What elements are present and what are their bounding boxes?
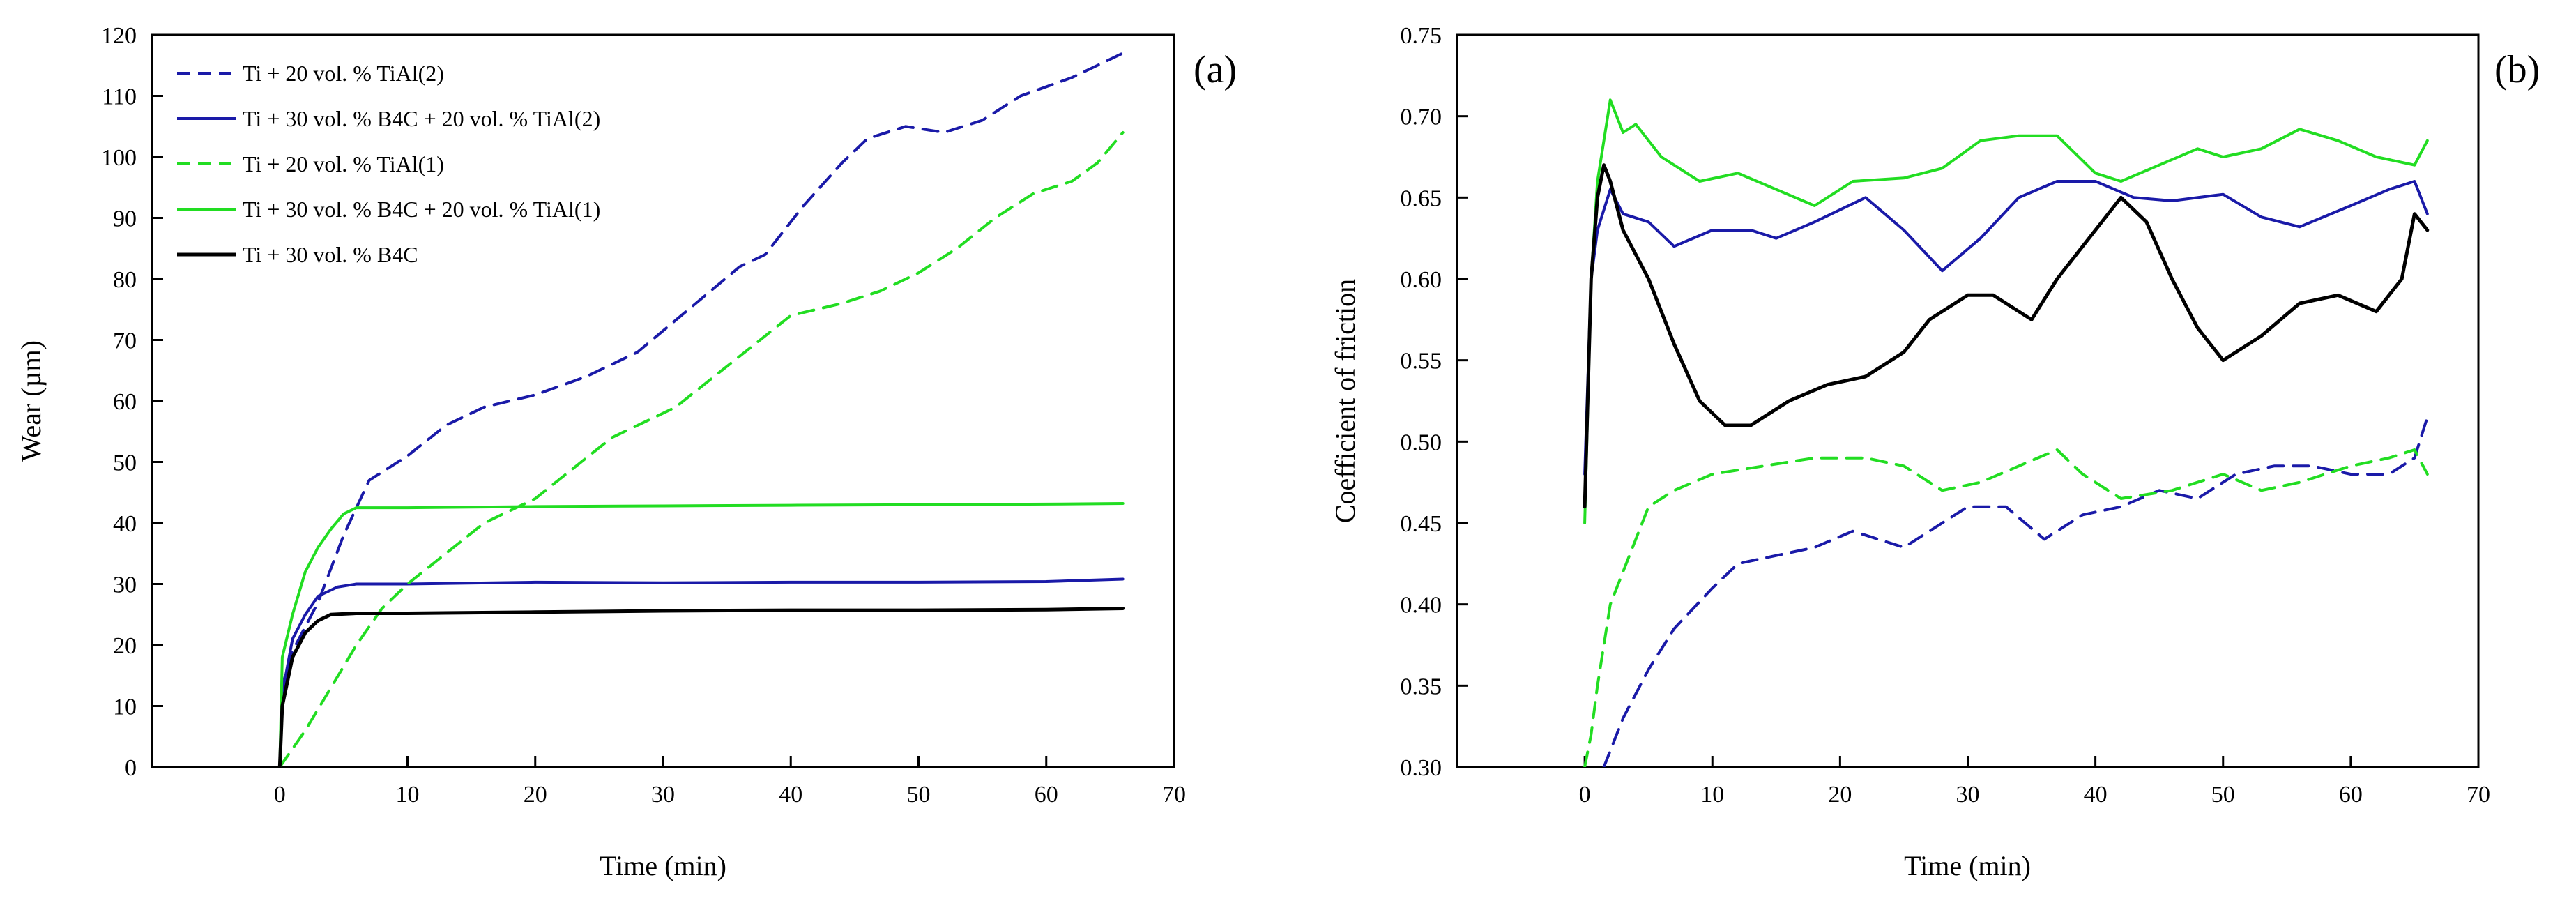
y-axis-label-b: Coefficient of friction [1329,279,1361,523]
x-tick-label-a: 50 [907,782,931,807]
y-tick-label-b: 0.65 [1401,185,1442,211]
y-tick-label-a: 90 [113,206,137,232]
y-tick-label-b: 0.30 [1401,755,1442,781]
series-line-a-1 [278,52,1125,767]
y-tick-label-a: 30 [113,572,137,598]
x-tick-label-a: 40 [779,782,802,807]
legend-label: Ti + 30 vol. % B4C [243,242,418,267]
series-line-b-4 [1583,98,2429,524]
y-tick-label-a: 60 [113,389,137,415]
x-axis-label-b: Time (min) [1904,850,2031,881]
x-tick-label-b: 60 [2339,782,2363,807]
y-tick-label-a: 0 [125,755,137,781]
series-line-a-2 [278,577,1125,767]
x-tick-label-a: 0 [274,782,286,807]
panel-label-b: (b) [2494,48,2540,91]
y-tick-label-b: 0.40 [1401,593,1442,619]
y-tick-label-b: 0.35 [1401,674,1442,699]
legend-label: Ti + 30 vol. % B4C + 20 vol. % TiAl(1) [243,197,600,222]
y-tick-label-b: 0.45 [1401,511,1442,537]
y-tick-label-b: 0.60 [1401,267,1442,293]
legend-label: Ti + 20 vol. % TiAl(2) [243,61,444,86]
x-tick-label-a: 20 [524,782,547,807]
series-line-a-4 [278,502,1125,767]
y-tick-label-b: 0.50 [1401,430,1442,455]
x-tick-label-b: 30 [1956,782,1980,807]
y-tick-label-a: 100 [101,145,137,171]
y-axis-label-a: Wear (µm) [15,340,47,462]
plot-frame-a [151,33,1175,768]
x-tick-label-a: 30 [651,782,675,807]
y-tick-label-a: 70 [113,328,137,354]
x-tick-label-a: 10 [396,782,420,807]
x-tick-label-b: 50 [2211,782,2235,807]
x-tick-label-b: 10 [1700,782,1724,807]
chart-panel-b: (b) Time (min) Coefficient of friction 0… [1329,23,2540,881]
y-tick-label-a: 10 [113,695,137,720]
y-tick-label-a: 20 [113,633,137,659]
y-tick-label-a: 110 [102,84,137,110]
chart-panel-a: (a) Time (min) Wear (µm) 0 10 20 30 40 50 60 70… [15,23,1237,881]
series-line-b-5 [1583,163,2430,509]
y-tick-label-a: 80 [113,267,137,293]
x-tick-label-b: 0 [1579,782,1591,807]
x-tick-label-b: 70 [2467,782,2490,807]
series-line-a-3 [278,131,1125,767]
plot-frame-b [1456,33,2480,768]
y-tick-label-a: 50 [113,450,137,476]
legend-label: Ti + 30 vol. % B4C + 20 vol. % TiAl(2) [243,106,600,131]
series-line-b-3 [1583,448,2429,767]
panel-label-a: (a) [1194,48,1237,91]
y-tick-label-b: 0.70 [1401,105,1442,130]
x-tick-label-a: 70 [1162,782,1186,807]
y-tick-label-b: 0.75 [1401,23,1442,49]
x-tick-label-b: 40 [2084,782,2108,807]
series-line-b-2 [1583,180,2429,476]
y-tick-label-a: 40 [113,511,137,537]
series-line-a-5 [277,607,1125,767]
x-tick-label-b: 20 [1828,782,1852,807]
y-tick-label-b: 0.55 [1401,349,1442,374]
y-tick-label-a: 120 [101,23,137,49]
legend-label: Ti + 20 vol. % TiAl(1) [243,151,444,176]
series-line-b-1 [1602,416,2429,767]
x-tick-label-a: 60 [1035,782,1058,807]
x-axis-label-a: Time (min) [600,850,726,881]
